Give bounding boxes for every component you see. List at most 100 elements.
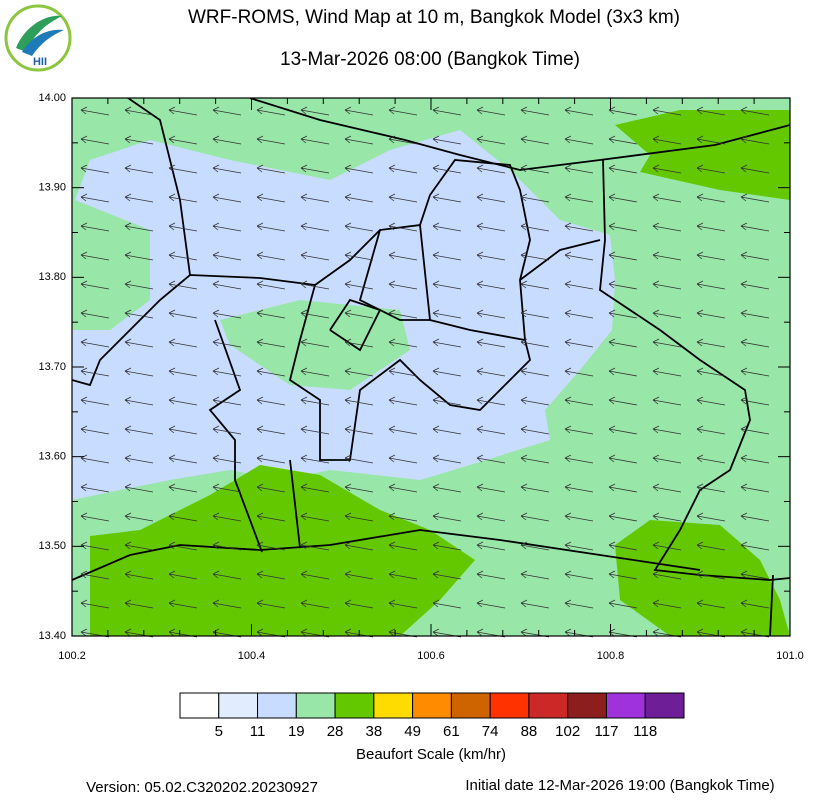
wind-arrow (520, 135, 550, 145)
wind-arrow (740, 164, 770, 174)
wind-arrow (80, 193, 110, 203)
wind-arrow (168, 251, 198, 261)
wind-arrow (80, 338, 110, 348)
wind-arrow (652, 135, 682, 145)
wind-arrow (696, 454, 726, 464)
wind-arrow (432, 135, 462, 145)
wind-arrow (124, 570, 154, 580)
wind-arrow (344, 367, 374, 377)
wind-arrow (652, 570, 682, 580)
wind-arrow (564, 541, 594, 551)
wind-arrow (344, 483, 374, 493)
wind-arrow (300, 135, 330, 145)
wind-arrow (300, 454, 330, 464)
wind-arrow (168, 483, 198, 493)
wind-arrow (696, 512, 726, 522)
wind-arrow (476, 483, 506, 493)
wind-arrow (388, 483, 418, 493)
legend-swatch (450, 692, 491, 719)
wind-arrow (344, 570, 374, 580)
wind-arrow (652, 425, 682, 435)
wind-arrow (80, 135, 110, 145)
wind-arrow (652, 454, 682, 464)
wind-arrow (344, 512, 374, 522)
wind-arrow (256, 570, 286, 580)
y-tick-label: 13.90 (38, 182, 66, 194)
legend-swatch (373, 692, 414, 719)
wind-arrow (696, 106, 726, 116)
wind-arrow (344, 454, 374, 464)
legend-swatch (179, 692, 220, 719)
wind-arrow (652, 599, 682, 609)
wind-arrow (80, 425, 110, 435)
wind-arrow (432, 512, 462, 522)
wind-arrow (300, 425, 330, 435)
wind-arrow (388, 425, 418, 435)
wind-arrow (168, 164, 198, 174)
wind-arrow (344, 135, 374, 145)
wind-arrow (124, 483, 154, 493)
wind-arrow (256, 135, 286, 145)
wind-arrow (564, 106, 594, 116)
wind-arrow (652, 193, 682, 203)
wind-arrow (696, 367, 726, 377)
wind-arrow (432, 454, 462, 464)
wind-arrows (80, 106, 770, 638)
wind-arrow (740, 570, 770, 580)
wind-arrow (256, 309, 286, 319)
wind-arrow (124, 425, 154, 435)
wind-arrow (476, 570, 506, 580)
wind-arrow (520, 512, 550, 522)
wind-arrow (652, 106, 682, 116)
wind-arrow (300, 106, 330, 116)
wind-arrow (652, 541, 682, 551)
wind-arrow (608, 309, 638, 319)
wind-arrow (652, 483, 682, 493)
wind-arrow (300, 193, 330, 203)
wind-arrow (476, 251, 506, 261)
wind-arrow (256, 512, 286, 522)
wind-arrow (520, 570, 550, 580)
wind-arrow (80, 512, 110, 522)
wind-zone (615, 110, 790, 200)
wind-arrow (740, 251, 770, 261)
wind-arrow (696, 483, 726, 493)
wind-arrow (476, 425, 506, 435)
wind-arrow (608, 396, 638, 406)
wind-arrow (212, 338, 242, 348)
wind-arrow (212, 599, 242, 609)
wind-arrow (652, 309, 682, 319)
wind-arrow (80, 222, 110, 232)
wind-arrow (520, 280, 550, 290)
wind-arrow (608, 541, 638, 551)
wind-arrow (564, 309, 594, 319)
wind-arrow (212, 106, 242, 116)
wind-arrow (432, 396, 462, 406)
wind-arrow (476, 135, 506, 145)
wind-arrow (168, 425, 198, 435)
wind-arrow (212, 483, 242, 493)
wind-arrow (80, 280, 110, 290)
wind-zone (90, 465, 475, 636)
wind-arrow (256, 483, 286, 493)
legend-swatch (605, 692, 646, 719)
wind-arrow (388, 367, 418, 377)
wind-arrow (520, 222, 550, 232)
wind-arrow (608, 570, 638, 580)
legend-swatch (334, 692, 375, 719)
wind-arrow (212, 396, 242, 406)
wind-arrow (520, 454, 550, 464)
wind-arrow (740, 193, 770, 203)
wind-arrow (476, 309, 506, 319)
wind-arrow (652, 222, 682, 232)
wind-arrow (300, 338, 330, 348)
wind-arrow (388, 164, 418, 174)
legend-level: 88 (521, 723, 538, 740)
wind-arrow (168, 280, 198, 290)
wind-arrow (564, 454, 594, 464)
wind-arrow (300, 396, 330, 406)
initial-date: Initial date 12-Mar-2026 19:00 (Bangkok … (465, 777, 774, 794)
wind-arrow (608, 454, 638, 464)
wind-arrow (476, 106, 506, 116)
wind-arrow (476, 396, 506, 406)
